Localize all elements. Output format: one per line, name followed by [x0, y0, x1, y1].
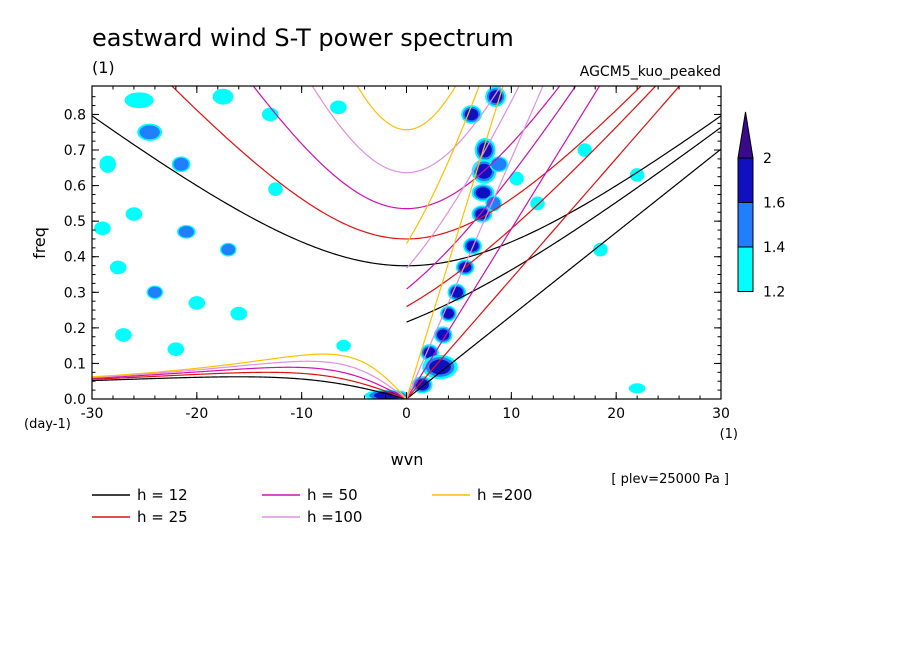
gravity-curve-h50: [252, 86, 561, 210]
colorbar-triangle: [737, 111, 754, 159]
power-blob-14-level-3: [490, 92, 501, 102]
legend-label-3: h =100: [307, 508, 362, 526]
power-blob-29-level-0: [109, 260, 127, 275]
power-blob-8-level-2: [442, 308, 454, 319]
power-blob-25-level-0: [330, 100, 347, 115]
power-blob-38-level-0: [629, 168, 645, 182]
rossby-curve-h50: [92, 366, 407, 399]
gravity-curve-h100: [311, 86, 502, 174]
legend-label-1: h = 25: [137, 508, 188, 526]
rossby-curve-h25: [92, 371, 407, 399]
power-blob-20-level-0: [124, 92, 154, 109]
y-tick-label-8: 0.8: [64, 107, 86, 123]
power-blob-18-level-0: [530, 196, 545, 211]
mrg-curve-h100: [406, 86, 520, 269]
power-contours: [94, 86, 646, 399]
power-blob-13-level-2: [373, 391, 402, 399]
x-tick-label-3: 0: [402, 406, 411, 422]
power-blob-12-level-2: [415, 379, 429, 391]
pressure-level-note: [ plev=25000 Pa ]: [611, 472, 729, 487]
chart-subtitle-left: (1): [92, 58, 115, 77]
x-tick-label-2: -10: [290, 406, 313, 422]
mrg-curve-h25: [406, 86, 657, 308]
power-blob-26-level-0: [125, 207, 143, 221]
power-blob-32-level-0: [115, 328, 132, 342]
x-axis-unit: (1): [720, 427, 738, 442]
y-tick-label-6: 0.6: [64, 179, 86, 195]
chart-title: eastward wind S-T power spectrum: [92, 24, 514, 52]
y-axis-label: freq: [30, 227, 49, 259]
power-blob-40-level-0: [628, 383, 646, 394]
legend-label-4: h =200: [477, 486, 532, 504]
colorbar-label-2: 1.4: [763, 240, 785, 256]
y-tick-label-4: 0.4: [64, 250, 86, 266]
colorbar-swatch-1: [737, 202, 754, 248]
mrg-curve-h200: [405, 86, 480, 244]
power-blob-31-level-0: [188, 296, 206, 310]
x-tick-label-1: -20: [185, 406, 208, 422]
power-blob-35-level-0: [268, 182, 283, 196]
power-blob-28-level-1: [221, 243, 236, 256]
y-axis-unit: (day-1): [24, 417, 71, 432]
power-blob-36-level-0: [94, 221, 111, 236]
power-blob-9-level-2: [437, 329, 450, 341]
x-tick-label-5: 20: [607, 406, 625, 422]
kelvin-curve-h12: [406, 148, 721, 399]
rossby-curve-h12: [92, 376, 407, 399]
power-blob-17-level-0: [509, 171, 524, 186]
colorbar-label-0: 2: [763, 151, 772, 167]
power-blob-15-level-1: [491, 157, 507, 171]
power-blob-41-level-0: [336, 339, 351, 352]
y-tick-label-7: 0.7: [64, 143, 86, 159]
x-tick-label-0: -30: [81, 406, 104, 422]
dispersion-curves: [92, 86, 721, 399]
x-tick-label-4: 10: [502, 406, 520, 422]
y-tick-label-5: 0.5: [64, 214, 86, 230]
power-blob-3-level-3: [477, 188, 489, 197]
colorbar-label-3: 1.2: [763, 285, 785, 301]
power-blob-33-level-0: [167, 342, 185, 357]
gravity-curve-h12: [92, 115, 721, 267]
colorbar: 2 1.6 1.4 1.2: [737, 111, 785, 301]
gravity-curve-h25: [171, 86, 642, 240]
legend-label-0: h = 12: [137, 486, 188, 504]
x-tick-label-6: 30: [712, 406, 730, 422]
kelvin-curve-h50: [405, 86, 601, 399]
rossby-curve-h200: [92, 353, 407, 399]
power-blob-21-level-0: [99, 155, 117, 173]
power-blob-22-level-1: [173, 157, 189, 171]
colorbar-swatch-2: [737, 246, 754, 292]
x-axis-label: wvn: [391, 450, 424, 469]
gravity-curve-h200: [356, 86, 457, 131]
power-blob-19-level-1: [139, 125, 160, 140]
power-blob-34-level-0: [230, 306, 248, 321]
kelvin-curve-h100: [405, 86, 544, 399]
kelvin-curve-h25: [406, 86, 681, 399]
colorbar-label-1: 1.6: [763, 196, 785, 212]
y-tick-label-2: 0.2: [64, 321, 86, 337]
mrg-curve-h12: [406, 126, 721, 323]
power-blob-39-level-0: [577, 143, 592, 157]
y-tick-label-1: 0.1: [64, 356, 86, 372]
power-blob-37-level-0: [593, 242, 608, 257]
rossby-curve-h100: [92, 360, 407, 399]
power-blob-27-level-1: [178, 226, 195, 238]
legend-label-2: h = 50: [307, 486, 358, 504]
chart-subtitle-right: AGCM5_kuo_peaked: [580, 64, 721, 80]
power-blob-23-level-0: [212, 88, 234, 105]
y-tick-label-0: 0.0: [64, 392, 86, 408]
y-tick-label-3: 0.3: [64, 285, 86, 301]
legend: h = 12 h = 25 h = 50 h =100 h =200: [92, 486, 532, 526]
axis-ticks: -30 -20 -10 0 10 20 30 0.0 0.1 0.2 0.3 0.4 0.5 0.6 0.7…: [64, 86, 730, 422]
power-blob-30-level-1: [147, 286, 162, 298]
mrg-curve-h50: [406, 86, 577, 290]
power-blob-24-level-0: [261, 107, 279, 122]
colorbar-swatch-0: [737, 157, 754, 203]
kelvin-curve-h200: [405, 86, 504, 399]
